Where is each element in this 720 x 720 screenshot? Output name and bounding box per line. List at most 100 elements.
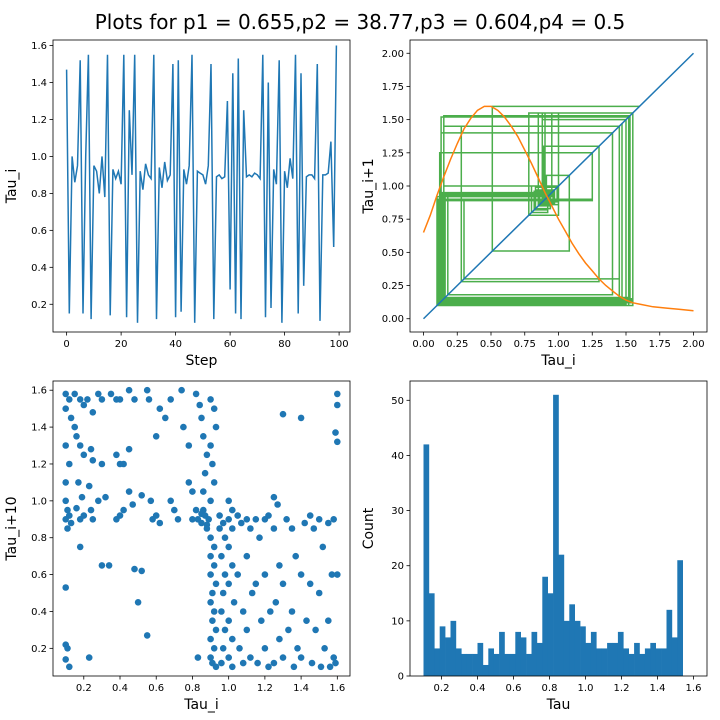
x-axis-label: Step — [186, 353, 218, 369]
scatter-point — [303, 617, 310, 624]
x-tick-label: 60 — [224, 339, 237, 350]
x-tick-label: 0.00 — [412, 339, 434, 350]
histogram-bar — [423, 444, 430, 676]
scatter-point — [270, 659, 278, 667]
scatter-point — [180, 423, 187, 431]
scatter-point — [229, 525, 236, 532]
x-tick-label: 1.6 — [686, 683, 702, 694]
scatter-point — [310, 525, 318, 532]
scatter-point — [229, 506, 236, 514]
scatter-point — [207, 599, 214, 606]
scatter-point — [156, 519, 164, 527]
scatter-point — [306, 512, 314, 519]
histogram-bar — [547, 593, 554, 676]
histogram-bar — [509, 653, 516, 676]
scatter-point — [145, 396, 153, 403]
scatter-point — [330, 654, 338, 661]
scatter-point — [267, 608, 274, 615]
histogram-bar — [434, 648, 440, 676]
scatter-point — [66, 396, 73, 403]
plot-area — [423, 394, 683, 676]
x-tick-label: 1.2 — [257, 683, 273, 694]
scatter-point — [212, 580, 220, 588]
scatter-point — [332, 659, 339, 667]
histogram-bar — [569, 604, 575, 676]
scatter-point — [225, 580, 232, 588]
scatter-point — [129, 501, 136, 508]
x-tick-label: 0.6 — [148, 683, 164, 694]
scatter-point — [279, 580, 287, 588]
scatter-point — [95, 497, 102, 505]
scatter-point — [285, 626, 292, 634]
scatter-point — [207, 396, 214, 403]
scatter-point — [265, 512, 272, 519]
y-tick-label: 2.00 — [382, 49, 404, 60]
histogram-bar — [428, 593, 435, 676]
y-axis-label: Tau_i — [4, 169, 20, 205]
scatter-point — [221, 571, 229, 578]
scatter-point — [89, 409, 97, 416]
scatter-point — [73, 504, 80, 512]
scatter-point — [292, 552, 300, 560]
x-tick-label: 0.2 — [434, 683, 450, 694]
scatter-point — [87, 506, 95, 514]
scatter-point — [116, 396, 124, 403]
x-tick-label: 1.0 — [221, 683, 237, 694]
histogram-bar — [482, 664, 489, 676]
scatter-point — [189, 516, 196, 523]
scatter-point — [270, 493, 278, 501]
scatter-point — [225, 617, 232, 624]
scatter-point — [315, 516, 323, 523]
x-tick-label: 80 — [278, 339, 291, 350]
y-tick-label: 0.75 — [382, 215, 404, 226]
scatter-point — [239, 659, 247, 667]
scatter-point — [125, 445, 133, 453]
scatter-point — [229, 562, 236, 569]
scatter-point — [252, 580, 260, 588]
scatter-point — [308, 659, 316, 667]
axes-frame — [52, 380, 351, 677]
y-tick-label: 1.50 — [382, 115, 404, 126]
scatter-point — [212, 626, 220, 634]
scatter-point — [76, 543, 84, 551]
x-tick-label: 1.00 — [547, 339, 569, 350]
scatter-point — [198, 414, 205, 422]
subplot-time-series: 0 20 40 60 80 100 0.2 0.4 0.6 0.8 1.0 1.2 1.4 1.6 Step… — [4, 39, 351, 369]
scatter-point — [315, 589, 323, 597]
y-tick-label: 1.75 — [382, 82, 404, 93]
y-axis-label: Tau_i+1 — [361, 158, 377, 214]
scatter-point — [334, 390, 341, 398]
y-tick-label: 1.00 — [382, 182, 404, 193]
scatter-point — [261, 571, 269, 578]
scatter-point — [66, 663, 73, 671]
scatter-point — [207, 654, 214, 661]
scatter-point — [294, 645, 301, 652]
scatter-point — [120, 460, 127, 468]
y-tick-label: 0.25 — [382, 281, 404, 292]
y-tick-label: 30 — [391, 506, 404, 517]
y-tick-label: 40 — [391, 451, 404, 462]
scatter-point — [192, 506, 200, 514]
histogram-bar — [553, 394, 559, 676]
histogram-bar — [655, 648, 662, 676]
scatter-point — [328, 571, 336, 578]
scatter-point — [325, 519, 332, 527]
x-tick-label: 1.6 — [329, 683, 345, 694]
scatter-point — [152, 433, 160, 440]
plot-area — [422, 52, 695, 320]
y-tick-label: 0 — [398, 672, 404, 683]
x-tick-label: 100 — [330, 339, 349, 350]
scatter-point — [143, 632, 151, 639]
histogram-bar — [634, 642, 640, 676]
scatter-point — [185, 442, 193, 449]
scatter-point — [218, 608, 225, 615]
histogram-bar — [536, 642, 543, 676]
histogram-bar — [677, 560, 683, 676]
x-tick-label: 0 — [63, 339, 69, 350]
plot-area — [62, 386, 341, 671]
histogram-bar — [455, 648, 462, 676]
histogram-bar — [472, 653, 478, 676]
figure-title: Plots for p1 = 0.655,p2 = 38.77,p3 = 0.6… — [95, 10, 626, 34]
histogram-bar — [439, 626, 446, 676]
